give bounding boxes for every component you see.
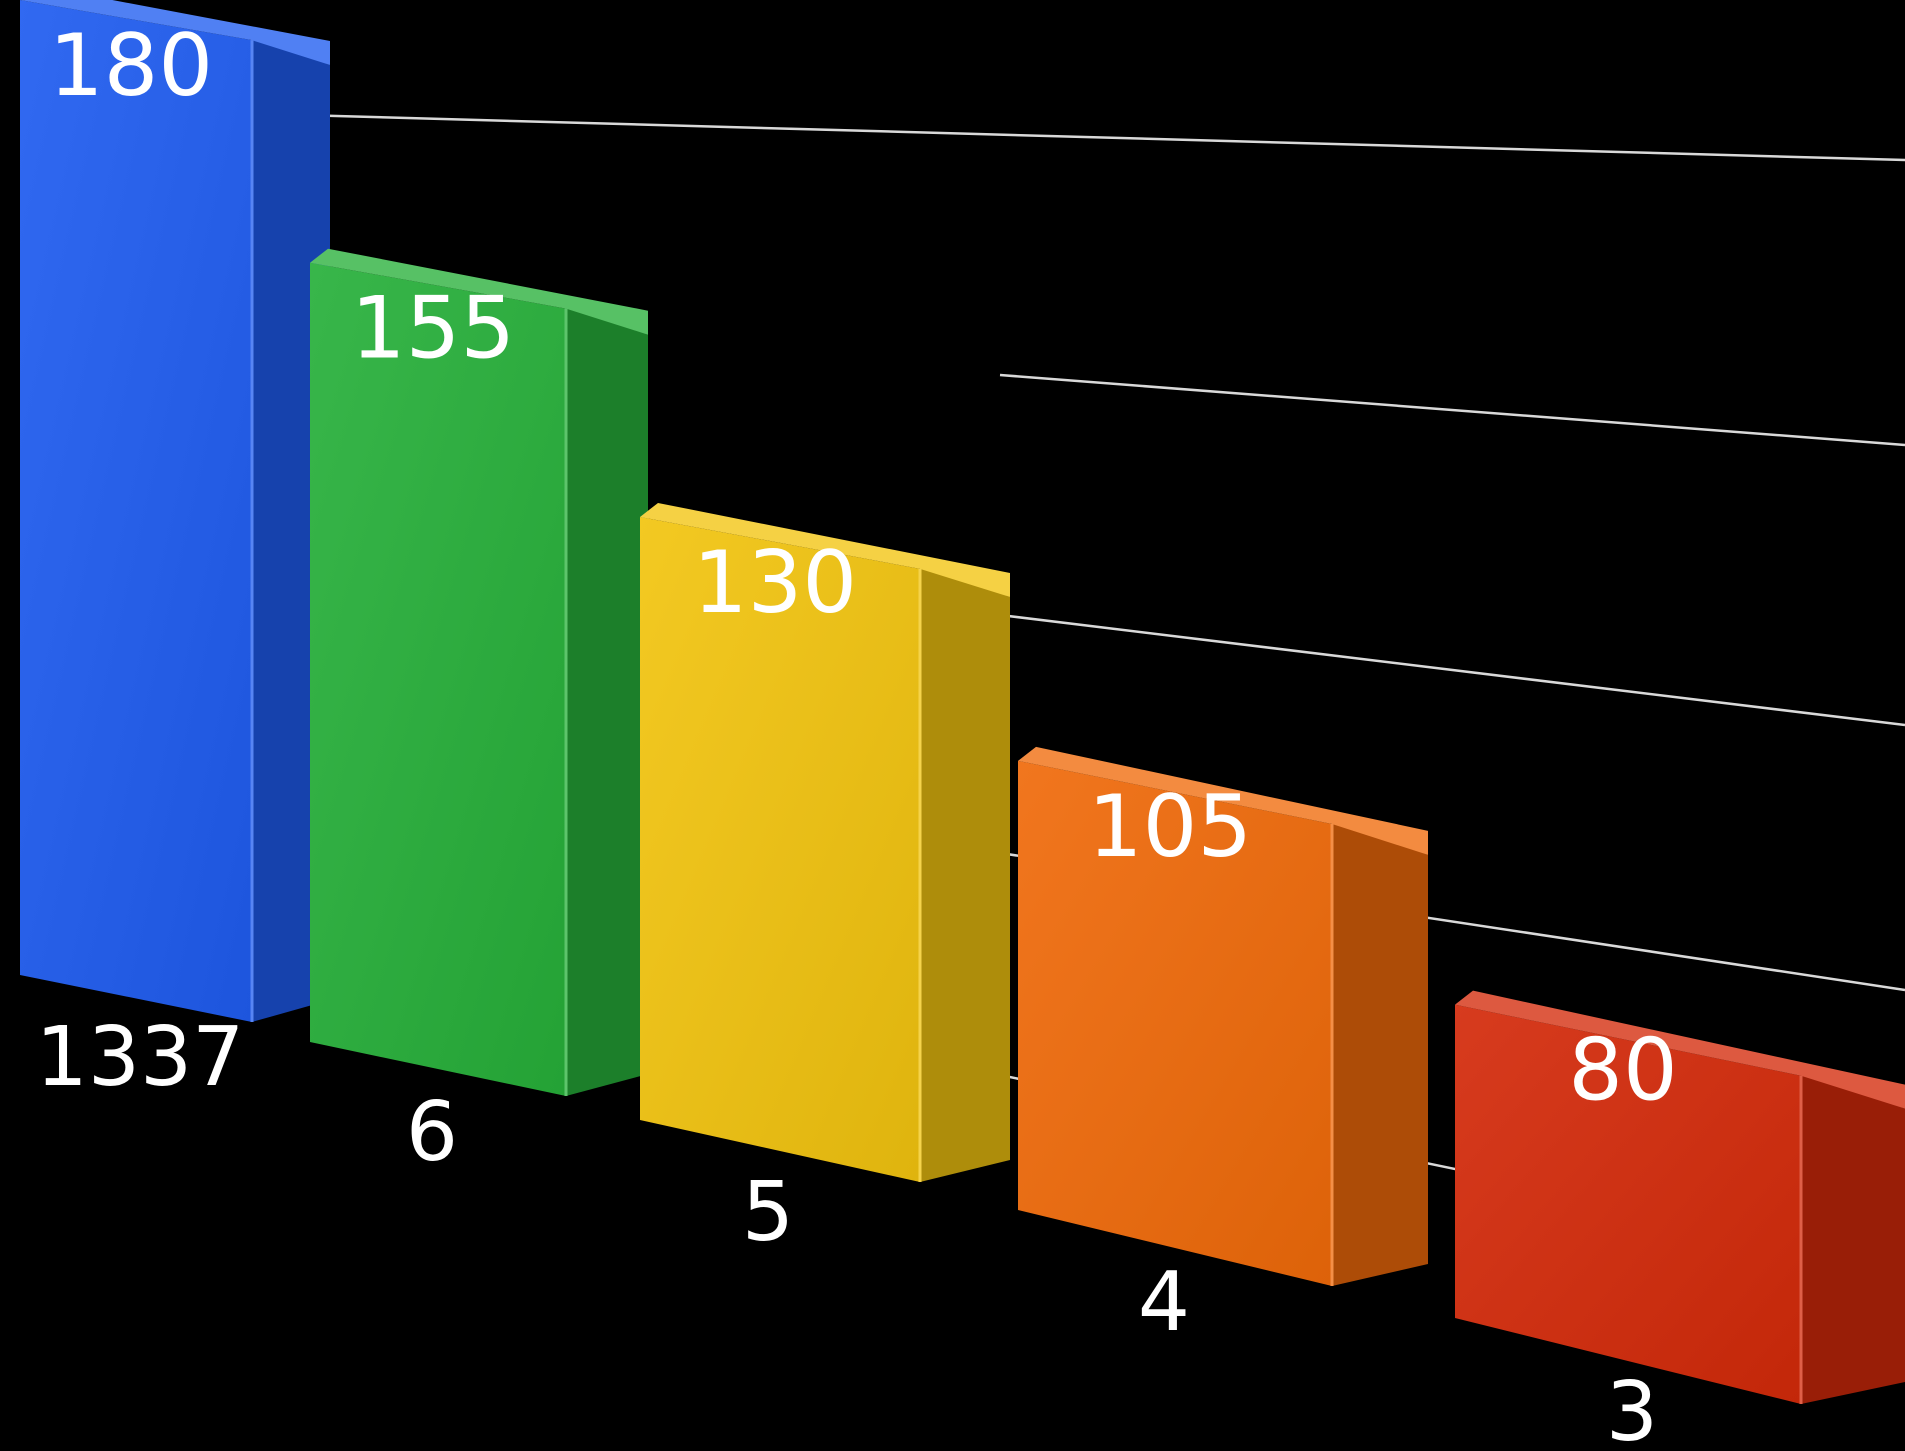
bar-front-5 xyxy=(640,516,920,1182)
value-label-3: 80 xyxy=(1568,1021,1677,1121)
bar-4 xyxy=(1018,746,1428,1286)
bar-side-6 xyxy=(566,304,648,1096)
labels: 180 1337 155 6 130 5 105 4 80 3 xyxy=(36,16,1678,1451)
gridline-3 xyxy=(999,613,1905,727)
category-label-3: 3 xyxy=(1606,1365,1658,1451)
bar-side-3 xyxy=(1801,1071,1905,1404)
bar-front-1337 xyxy=(20,0,252,1022)
value-label-5: 130 xyxy=(693,533,857,633)
bar-side-4 xyxy=(1332,819,1428,1286)
bar-top-4 xyxy=(1018,746,1428,855)
bar-1337 xyxy=(20,0,330,1022)
bar-5 xyxy=(640,502,1010,1182)
category-label-4: 4 xyxy=(1138,1255,1190,1350)
bar-top-1337 xyxy=(20,0,330,65)
category-label-1337: 1337 xyxy=(36,1010,245,1105)
bar-front-4 xyxy=(1018,760,1332,1286)
category-label-5: 5 xyxy=(742,1165,794,1260)
bar-top-3 xyxy=(1455,990,1905,1109)
gridline-1 xyxy=(299,113,1905,162)
gridline-2 xyxy=(999,373,1905,447)
value-label-4: 105 xyxy=(1088,777,1252,877)
bar-side-5 xyxy=(920,564,1010,1182)
bar-front-3 xyxy=(1455,1004,1801,1404)
value-label-1337: 180 xyxy=(49,16,213,116)
bar-top-5 xyxy=(640,502,1010,597)
category-label-6: 6 xyxy=(406,1085,458,1180)
bar-front-6 xyxy=(310,262,566,1096)
bar-6 xyxy=(310,248,648,1096)
bar-3 xyxy=(1455,990,1905,1404)
bars xyxy=(20,0,1905,1404)
value-label-6: 155 xyxy=(351,279,515,379)
bar-top-6 xyxy=(310,248,648,335)
